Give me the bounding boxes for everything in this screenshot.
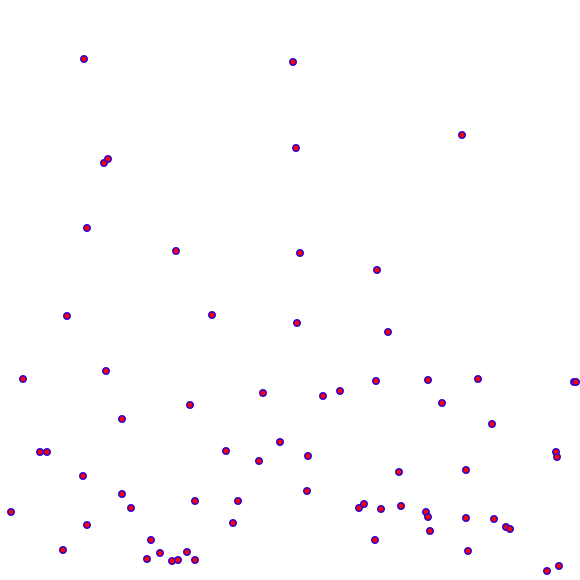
scatter-point (295, 249, 304, 258)
scatter-point (372, 265, 381, 274)
scatter-point (505, 524, 514, 533)
scatter-point (457, 131, 466, 140)
scatter-point (62, 311, 71, 320)
scatter-point (303, 451, 312, 460)
scatter-point (127, 503, 136, 512)
scatter-point (292, 318, 301, 327)
scatter-point (542, 566, 551, 575)
scatter-point (234, 496, 243, 505)
scatter-point (18, 374, 27, 383)
scatter-point (191, 555, 200, 564)
scatter-point (302, 486, 311, 495)
scatter-point (371, 376, 380, 385)
scatter-point (7, 507, 16, 516)
scatter-point (191, 496, 200, 505)
scatter-point (258, 388, 267, 397)
scatter-point (80, 54, 89, 63)
scatter-point (183, 547, 192, 556)
scatter-point (83, 224, 92, 233)
scatter-point (383, 327, 392, 336)
scatter-point (571, 377, 580, 386)
scatter-point (275, 437, 284, 446)
scatter-point (437, 398, 446, 407)
scatter-point (463, 546, 472, 555)
scatter-point (291, 144, 300, 153)
scatter-point (174, 555, 183, 564)
scatter-point (461, 513, 470, 522)
scatter-point (83, 520, 92, 529)
scatter-point (394, 467, 403, 476)
scatter-point (423, 375, 432, 384)
scatter-point (423, 512, 432, 521)
scatter-point (473, 374, 482, 383)
scatter-point (288, 57, 297, 66)
scatter-point (552, 452, 561, 461)
scatter-point (222, 446, 231, 455)
scatter-point (104, 155, 113, 164)
scatter-point (359, 499, 368, 508)
scatter-point (58, 545, 67, 554)
scatter-point (79, 471, 88, 480)
scatter-point (461, 465, 470, 474)
scatter-point (186, 400, 195, 409)
scatter-point (156, 548, 165, 557)
scatter-point (118, 489, 127, 498)
scatter-point (318, 391, 327, 400)
scatter-point (376, 504, 385, 513)
scatter-point (487, 419, 496, 428)
scatter-point (554, 561, 563, 570)
scatter-point (354, 503, 363, 512)
scatter-point (489, 514, 498, 523)
scatter-point (143, 554, 152, 563)
scatter-point (255, 456, 264, 465)
scatter-point (335, 386, 344, 395)
scatter-point (425, 526, 434, 535)
scatter-point (172, 247, 181, 256)
scatter-point (396, 501, 405, 510)
scatter-point (147, 535, 156, 544)
scatter-point (42, 447, 51, 456)
scatter-point (370, 535, 379, 544)
scatter-point (35, 447, 44, 456)
scatter-point (229, 518, 238, 527)
scatter-point (102, 366, 111, 375)
scatter-point (118, 414, 127, 423)
scatter-point (208, 310, 217, 319)
